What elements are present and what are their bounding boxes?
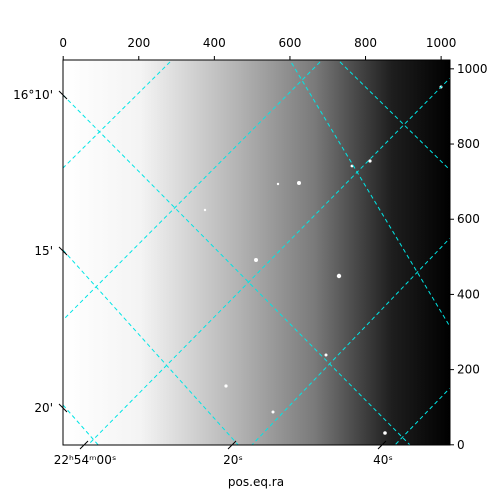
dec-tick bbox=[58, 90, 68, 100]
y-tick-label: 800 bbox=[457, 137, 480, 151]
dec-tick-label: 15' bbox=[34, 244, 53, 258]
ra-tick-label: 40ˢ bbox=[373, 453, 393, 467]
ra-tick bbox=[377, 440, 387, 450]
y-tick-label: 200 bbox=[457, 363, 480, 377]
stars bbox=[203, 85, 443, 435]
dec-tick bbox=[58, 403, 68, 413]
x-tick-label: 800 bbox=[354, 36, 377, 50]
ra-tick-label: 20ˢ bbox=[223, 453, 243, 467]
wcs-grid bbox=[63, 60, 450, 445]
dec-tick bbox=[58, 246, 68, 256]
x-tick-label: 600 bbox=[278, 36, 301, 50]
x-axis-label: pos.eq.ra bbox=[228, 475, 284, 489]
wcs-grid-line bbox=[63, 94, 411, 445]
ra-tick-label: 22ʰ54ᵐ00ˢ bbox=[54, 453, 117, 467]
sky-image bbox=[63, 60, 450, 445]
x-tick-label: 400 bbox=[203, 36, 226, 50]
wcs-grid-line bbox=[63, 404, 99, 445]
wcs-grid-line bbox=[63, 60, 323, 321]
y-tick-label: 400 bbox=[457, 287, 480, 301]
wcs-grid-line bbox=[87, 77, 450, 445]
axes-frame bbox=[62, 59, 451, 446]
wcs-grid-line bbox=[394, 387, 450, 445]
x-tick-label: 200 bbox=[127, 36, 150, 50]
dec-tick-label: 20' bbox=[34, 401, 53, 415]
ra-tick bbox=[227, 440, 237, 450]
dec-tick-label: 16°10' bbox=[13, 88, 53, 102]
wcs-grid-line bbox=[63, 60, 173, 169]
ra-tick bbox=[79, 440, 89, 450]
y-tick-label: 1000 bbox=[457, 62, 488, 76]
wcs-grid-line bbox=[63, 249, 239, 445]
x-tick-label: 0 bbox=[59, 36, 67, 50]
x-tick-label: 1000 bbox=[426, 36, 457, 50]
y-tick-label: 0 bbox=[457, 438, 465, 452]
y-tick-label: 600 bbox=[457, 212, 480, 226]
wcs-grid-line bbox=[337, 60, 450, 171]
